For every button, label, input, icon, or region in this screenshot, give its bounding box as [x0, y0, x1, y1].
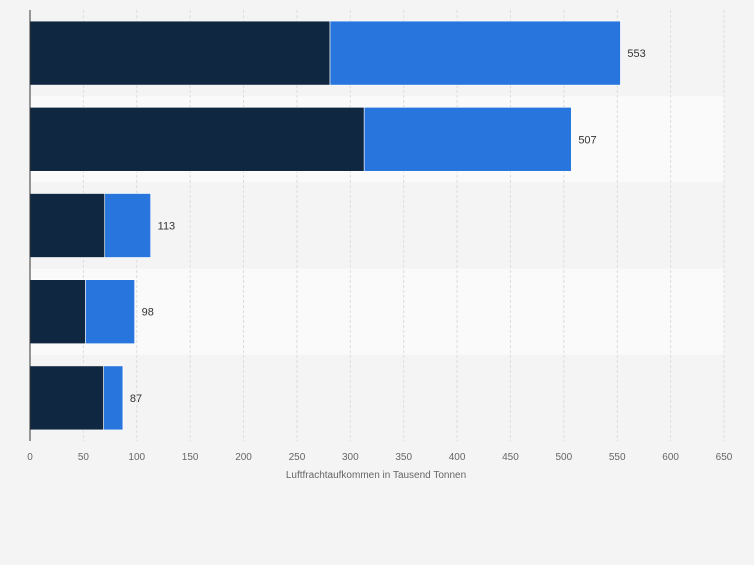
bar-total-label: 87 [130, 393, 142, 405]
x-tick-label: 0 [27, 452, 33, 463]
data-labels: 553 507 113 98 87 [130, 48, 646, 405]
bar-segment-1 [29, 20, 331, 86]
bar-segment-1 [29, 193, 106, 258]
bar-total-label: 553 [627, 48, 645, 60]
x-tick-label: 450 [502, 452, 519, 463]
bar-segment-1 [29, 107, 365, 172]
bar-total-label: 98 [142, 307, 154, 319]
bar-segment-2 [103, 365, 124, 431]
bar-segment-1 [29, 365, 104, 431]
bars [29, 20, 621, 431]
x-tick-label: 300 [342, 452, 359, 463]
bar-segment-2 [329, 20, 621, 86]
bar-segment-1 [29, 279, 86, 345]
x-tick-label: 500 [556, 452, 573, 463]
x-tick-label: 50 [78, 452, 90, 463]
x-tick-label: 150 [182, 452, 199, 463]
x-tick-label: 100 [128, 452, 145, 463]
x-tick-label: 650 [716, 452, 733, 463]
x-axis-title: Luftfrachtaufkommen in Tausend Tonnen [286, 470, 466, 481]
bar-total-label: 113 [158, 221, 176, 233]
x-tick-label: 350 [395, 452, 412, 463]
bar-total-label: 507 [578, 134, 596, 146]
bar-segment-2 [363, 107, 572, 172]
x-tick-label: 250 [289, 452, 306, 463]
x-axis-ticks: 0 50 100 150 200 250 300 350 400 450 500 550 600 650 [27, 452, 733, 463]
x-tick-label: 200 [235, 452, 252, 463]
bar-segment-2 [104, 193, 151, 258]
x-tick-label: 550 [609, 452, 626, 463]
row-band [30, 268, 724, 355]
row-band [30, 354, 724, 441]
bar-segment-2 [85, 279, 135, 345]
x-tick-label: 600 [662, 452, 679, 463]
x-tick-label: 400 [449, 452, 466, 463]
